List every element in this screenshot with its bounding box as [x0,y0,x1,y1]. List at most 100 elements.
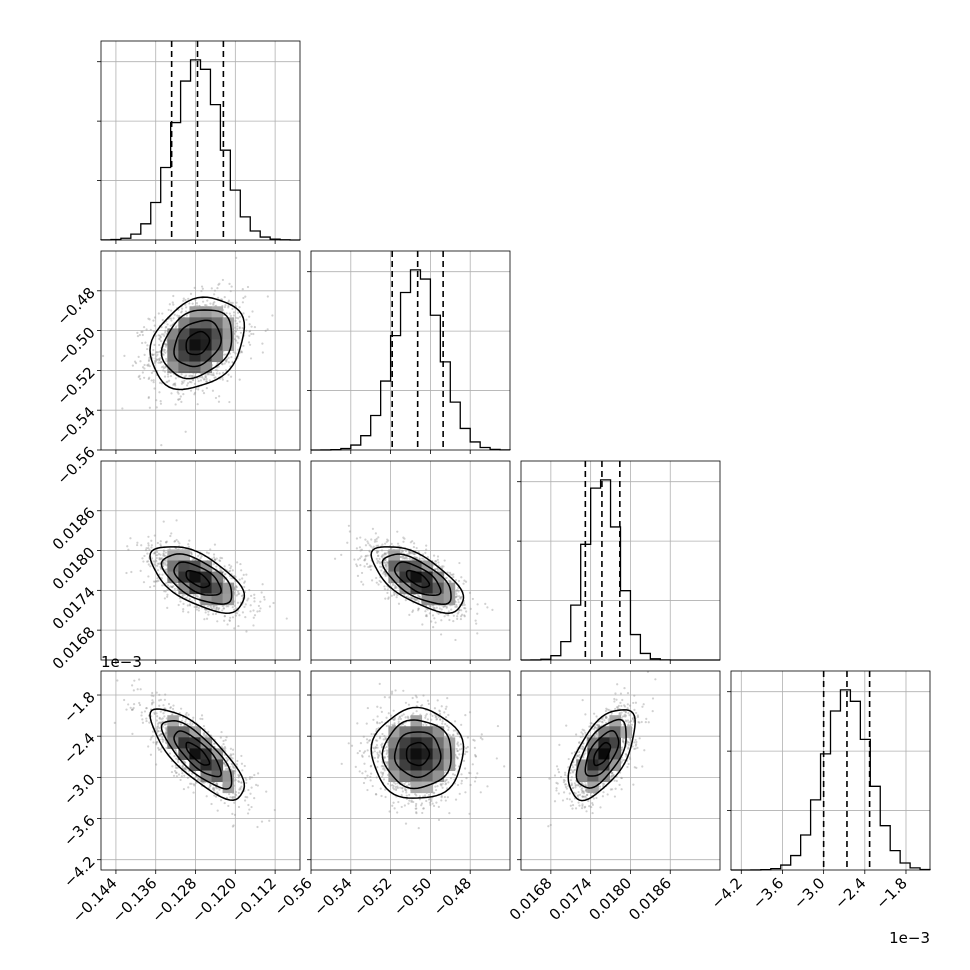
sample-point [182,299,185,302]
sample-point [183,768,187,771]
density-panel-3-0: −0.144−0.136−0.128−0.120−0.112−4.2−3.6−3… [60,670,301,926]
sample-point [547,825,550,828]
density-cell [399,571,411,584]
sample-point [137,355,140,358]
sample-point [433,791,436,795]
sample-point [145,547,148,550]
sample-point [457,611,460,614]
sample-point [561,799,565,802]
sample-point [439,783,442,786]
sample-point [161,736,164,739]
sample-point [380,555,384,558]
sample-point [619,692,623,695]
sample-point [475,622,478,625]
sample-point [611,771,614,775]
sample-point [243,581,246,584]
density-content [101,251,300,450]
sample-point [236,325,239,328]
sample-point [407,783,410,786]
sample-point [457,590,460,593]
sample-point [473,739,476,742]
sample-point [177,398,180,401]
sample-point [464,607,467,610]
sample-point [164,741,168,744]
density-frame [520,670,721,871]
sample-point [384,760,387,764]
sample-point [605,716,608,719]
sample-point [237,775,241,778]
y-tick-label: −3.6 [60,811,98,849]
sample-point [564,783,567,786]
sample-point [236,612,239,615]
sample-point [224,739,227,742]
sample-point [215,607,218,610]
sample-point [231,307,234,310]
density-cell [432,582,445,595]
sample-point [162,520,165,523]
density-cell [189,726,201,738]
sample-point [384,561,387,565]
sample-point [132,706,135,710]
sample-point [392,718,395,722]
sample-point [176,314,179,317]
y-tick-label: −4.2 [60,853,98,891]
sample-point [174,403,177,406]
sample-point [153,387,156,390]
sample-point [152,369,155,373]
sample-point [180,310,183,313]
sample-point [240,594,244,598]
sample-point [390,692,394,695]
sample-point [248,330,251,333]
density-cell [587,748,599,760]
sample-point [414,598,417,602]
sample-point [375,727,378,731]
sample-point [468,812,471,815]
sample-point [248,315,251,318]
sample-point [390,594,393,597]
sample-point [177,398,180,401]
sample-point [447,579,450,582]
sample-point [225,767,228,770]
sample-point [158,343,161,347]
sample-point [392,786,395,789]
sample-point [362,751,365,754]
sample-point [193,598,196,601]
sample-point [201,717,204,721]
sample-point [363,762,366,765]
sample-point [410,596,413,599]
sample-point [409,596,412,599]
sample-point [444,783,447,786]
sample-point [581,803,584,806]
sample-point [476,603,479,606]
sample-point [159,748,162,751]
sample-point [378,579,381,583]
density-cell [443,748,456,760]
sample-point [227,304,230,308]
sample-point [144,341,147,344]
sample-point [394,782,397,785]
sample-point [191,378,195,381]
sample-point [361,755,364,758]
sample-point [241,769,244,772]
sample-point [153,324,156,327]
sample-point [184,430,187,433]
sample-point [549,823,552,827]
sample-point [581,728,584,731]
sample-point [591,803,594,806]
sample-point [190,551,193,555]
sample-point [245,329,248,332]
y-tick-label: 0.0180 [49,543,99,593]
sample-point [195,605,199,609]
sample-point [431,714,434,717]
sample-point [557,770,561,774]
sample-point [440,795,443,798]
sample-point [397,720,400,723]
sample-point [396,785,399,788]
x-tick-label: −0.56 [271,874,316,919]
sample-point [631,745,634,748]
sample-point [180,775,183,778]
sample-point [580,781,583,785]
sample-point [148,376,151,379]
sample-point [212,374,215,377]
sample-point [420,804,423,807]
